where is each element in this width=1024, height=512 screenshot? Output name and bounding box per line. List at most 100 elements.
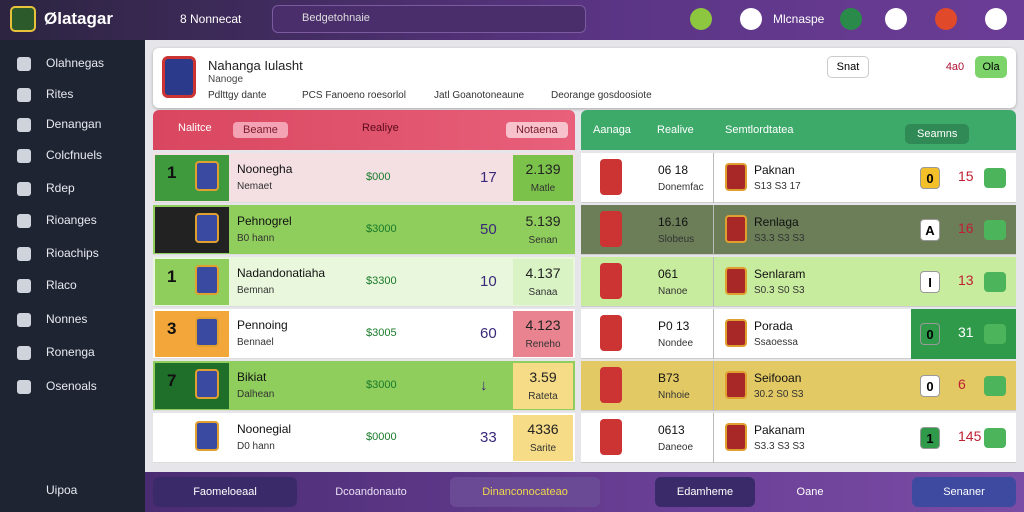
pill: 0	[920, 323, 940, 345]
crest	[195, 213, 219, 243]
score-sub: Sarite	[529, 443, 557, 454]
score: 2.139	[525, 161, 561, 177]
score-cell	[513, 155, 573, 201]
value: 145	[958, 428, 982, 444]
pill: 1	[920, 427, 940, 449]
divider	[713, 309, 714, 359]
top-icon[interactable]	[840, 8, 862, 30]
sidebar-item[interactable]: Denangan	[46, 117, 102, 131]
tab[interactable]: Notaena	[506, 122, 568, 138]
player-icon	[600, 211, 622, 247]
time: 061	[658, 267, 679, 281]
badge[interactable]	[984, 376, 1006, 396]
row[interactable]	[581, 153, 1016, 203]
score: 4.123	[525, 317, 561, 333]
top-icon[interactable]	[885, 8, 907, 30]
bottom-tab[interactable]	[655, 477, 755, 507]
top-icon[interactable]	[935, 8, 957, 30]
name: Pennoing	[237, 318, 288, 332]
value: 13	[958, 272, 974, 288]
team-sub: S3.3 S3 S3	[754, 441, 805, 452]
button[interactable]: Snat	[827, 56, 869, 78]
bottom-tab[interactable]	[153, 477, 297, 507]
time: P0 13	[658, 319, 690, 333]
bottom-tab[interactable]	[450, 477, 600, 507]
pill: 0	[920, 167, 940, 189]
search-box[interactable]	[272, 5, 586, 33]
bottom-label: Dinanconocateao	[482, 486, 568, 498]
user-name[interactable]: Mlcnaspe	[773, 12, 825, 26]
sidebar-item[interactable]: Osenoals	[46, 379, 97, 393]
header-card	[153, 48, 1016, 108]
bottom-tab[interactable]	[912, 477, 1016, 507]
header-meta: PCS Fanoeno roesorlol	[302, 90, 406, 101]
bottom-label: Edamheme	[676, 486, 734, 498]
button[interactable]: 4a0	[945, 61, 965, 73]
tab[interactable]: Aanaga	[593, 124, 631, 136]
logo: Ølatagar	[44, 9, 113, 28]
value: 15	[958, 168, 974, 184]
top-icon[interactable]	[985, 8, 1007, 30]
sidebar-icon	[17, 247, 31, 261]
nav-link[interactable]: 8 Nonnecat	[180, 12, 242, 26]
tab[interactable]: Realiye	[362, 122, 399, 134]
crest	[725, 215, 747, 243]
sidebar-icon	[17, 118, 31, 132]
rank: 1	[167, 163, 177, 182]
sidebar-icon	[17, 346, 31, 360]
divider	[713, 257, 714, 307]
score: 4336	[527, 421, 559, 437]
row[interactable]	[581, 413, 1016, 463]
name: Nadandonatiaha	[237, 266, 326, 280]
score-cell	[513, 207, 573, 253]
top-icon[interactable]	[740, 8, 762, 30]
rank: 1	[167, 267, 177, 286]
crest	[725, 423, 747, 451]
crest	[725, 267, 747, 295]
tab[interactable]: Seamns	[905, 124, 970, 144]
badge[interactable]	[984, 324, 1006, 344]
tab[interactable]: Semtlordtatea	[725, 124, 794, 136]
sidebar-item[interactable]: Rioachips	[46, 246, 99, 260]
sub: B0 hann	[237, 233, 275, 244]
sidebar-item[interactable]: Rdep	[46, 181, 75, 195]
sidebar-item[interactable]: Rlaco	[46, 278, 77, 292]
top-icon[interactable]	[690, 8, 712, 30]
divider	[713, 153, 714, 203]
badge[interactable]	[984, 428, 1006, 448]
crest	[195, 161, 219, 191]
tab[interactable]: Realive	[657, 124, 694, 136]
row[interactable]	[581, 257, 1016, 307]
row[interactable]	[581, 205, 1016, 255]
score-cell	[513, 363, 573, 409]
stat: 60	[480, 325, 497, 342]
bottom-label: Oane	[796, 486, 824, 498]
player-icon	[600, 159, 622, 195]
button[interactable]: Ola	[975, 56, 1007, 78]
tab[interactable]: Beame	[233, 122, 288, 138]
value: 31	[958, 324, 974, 340]
sub: Bemnan	[237, 285, 275, 296]
sidebar-item[interactable]: Ronenga	[46, 345, 95, 359]
header-title: Nahanga Iulasht	[208, 58, 303, 73]
badge[interactable]	[984, 220, 1006, 240]
time-sub: Nondee	[658, 338, 694, 349]
score-cell	[513, 259, 573, 305]
value: 6	[958, 376, 966, 392]
stat: 33	[480, 429, 497, 446]
sidebar-item[interactable]: Rites	[46, 87, 74, 101]
sidebar-item[interactable]: Rioanges	[46, 213, 97, 227]
sidebar-item[interactable]: Colcfnuels	[46, 148, 103, 162]
row[interactable]	[581, 361, 1016, 411]
logo-icon	[10, 6, 36, 32]
name: Noonegha	[237, 162, 293, 176]
badge[interactable]	[984, 168, 1006, 188]
sidebar-footer[interactable]: Uipoa	[46, 483, 78, 497]
name: Noonegial	[237, 422, 292, 436]
team-sub: 30.2 S0 S3	[754, 389, 804, 400]
tab[interactable]: Nalitce	[178, 122, 212, 134]
sidebar-item[interactable]: Nonnes	[46, 312, 88, 326]
sidebar-item[interactable]: Olahnegas	[46, 56, 105, 70]
badge[interactable]	[984, 272, 1006, 292]
team-sub: S3.3 S3 S3	[754, 233, 805, 244]
